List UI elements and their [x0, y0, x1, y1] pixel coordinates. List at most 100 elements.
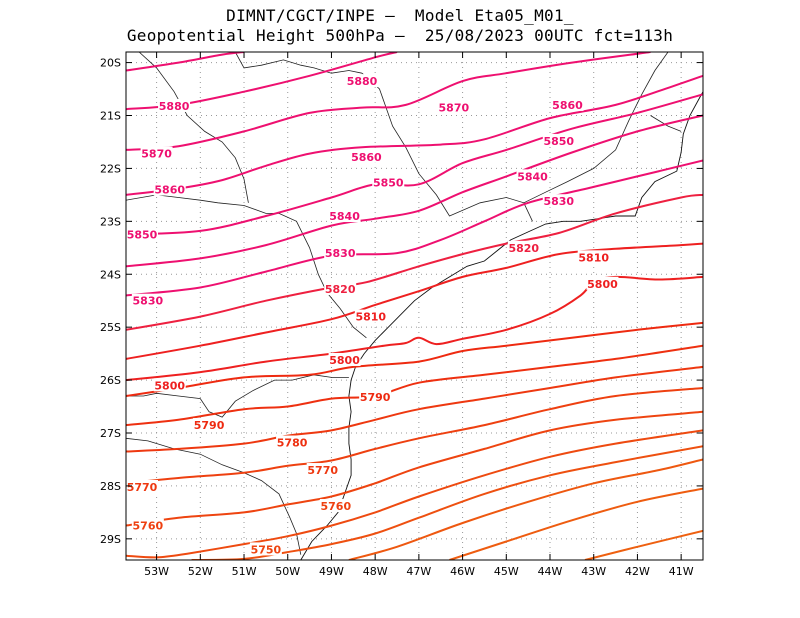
plot-background — [126, 52, 703, 560]
contour-label: 5810 — [578, 251, 609, 264]
contour-label-bg — [193, 418, 226, 432]
contour-label-bg — [354, 309, 387, 323]
contour-label-bg — [586, 276, 619, 290]
contour-label: 5830 — [325, 247, 356, 260]
contour-label: 5820 — [508, 242, 539, 255]
contour-label: 5850 — [543, 135, 574, 148]
lat-tick-label: 28S — [100, 480, 121, 493]
contour-5860 — [126, 74, 703, 196]
lon-tick-label: 49W — [319, 565, 344, 578]
contour-5720 — [348, 458, 703, 560]
lon-tick-label: 42W — [625, 565, 650, 578]
lon-tick-label: 52W — [188, 565, 213, 578]
lon-tick-label: 46W — [450, 565, 475, 578]
lon-tick-label: 47W — [406, 565, 431, 578]
lon-tick-label: 51W — [232, 565, 257, 578]
lat-tick-label: 22S — [100, 162, 121, 175]
contour-label: 5760 — [321, 500, 352, 513]
contour-5700 — [584, 529, 703, 560]
contour-label-bg — [126, 479, 158, 493]
contour-5830 — [126, 159, 703, 297]
contour-label: 5800 — [587, 278, 618, 291]
contour-label-bg — [542, 133, 575, 147]
contour-label-bg — [153, 378, 186, 392]
contour-5850 — [126, 93, 703, 236]
contour-label: 5860 — [351, 151, 382, 164]
contour-5740 — [126, 429, 703, 559]
contour-label: 5790 — [194, 419, 225, 432]
contour-label-bg — [346, 74, 379, 88]
contour-label: 5880 — [159, 100, 190, 113]
contour-label-bg — [359, 390, 392, 404]
contour-5870 — [126, 52, 651, 151]
contour-label-bg — [140, 146, 173, 160]
grid-lines — [126, 52, 703, 560]
contour-label: 5860 — [552, 99, 583, 112]
coastline-line — [300, 91, 703, 560]
contour-label-bg — [131, 518, 164, 532]
lat-tick-label: 26S — [100, 374, 121, 387]
contour-label: 5830 — [133, 295, 164, 308]
lon-tick-label: 44W — [538, 565, 563, 578]
contour-label: 5880 — [347, 75, 378, 88]
map-title-line1: DIMNT/CGCT/INPE – Model Eta05_M01_ — [226, 6, 574, 25]
contour-label: 5790 — [360, 391, 391, 404]
lon-tick-label: 50W — [275, 565, 300, 578]
contour-5840 — [126, 114, 703, 268]
contour-5770 — [126, 365, 703, 453]
contour-label-bg — [276, 435, 309, 449]
contour-label: 5840 — [517, 170, 548, 183]
lat-tick-label: 27S — [100, 427, 121, 440]
contour-5750 — [126, 410, 703, 527]
contour-label: 5840 — [329, 210, 360, 223]
contour-label-bg — [542, 194, 575, 208]
contour-label-bg — [328, 352, 361, 366]
contour-5710 — [449, 487, 703, 560]
contour-label: 5850 — [373, 177, 404, 190]
lon-tick-label: 43W — [581, 565, 606, 578]
lon-tick-label: 41W — [669, 565, 694, 578]
contour-5790 — [126, 321, 703, 397]
contour-label-bg — [328, 209, 361, 223]
lat-tick-label: 24S — [100, 268, 121, 281]
lat-tick-label: 23S — [100, 215, 121, 228]
contour-label: 5870 — [439, 102, 470, 115]
lat-tick-label: 20S — [100, 57, 121, 70]
lat-tick-label: 29S — [100, 533, 121, 546]
contour-label-bg — [507, 240, 540, 254]
contour-label: 5810 — [355, 311, 386, 324]
contour-labels: 5880 5880 5870 5870 5860 5860 5860 5850 5850 5850… — [126, 74, 619, 556]
contour-label-bg — [324, 282, 357, 296]
state-border — [361, 72, 533, 222]
lon-tick-label: 45W — [494, 565, 519, 578]
contour-label-bg — [350, 149, 383, 163]
contour-5760 — [126, 387, 703, 485]
contour-label-bg — [306, 463, 339, 477]
contour-label-bg — [249, 542, 282, 556]
contour-label: 5800 — [154, 379, 185, 392]
contour-label-bg — [516, 169, 549, 183]
contour-5890 — [126, 52, 245, 72]
contour-5810 — [126, 242, 703, 360]
state-border — [523, 52, 669, 204]
contour-5820 — [126, 193, 703, 331]
state-border — [650, 115, 682, 132]
plot-frame — [125, 51, 704, 561]
lon-tick-label: 48W — [363, 565, 388, 578]
contour-label: 5770 — [127, 481, 158, 494]
lat-tick-label: 21S — [100, 110, 121, 123]
coastline — [300, 91, 703, 560]
contour-label: 5830 — [543, 195, 574, 208]
contour-label-bg — [324, 246, 357, 260]
contour-label: 5780 — [277, 437, 308, 450]
contour-label: 5770 — [307, 464, 338, 477]
contour-label: 5870 — [141, 148, 172, 161]
contour-label-bg — [437, 100, 470, 114]
map-title-line2: Geopotential Height 500hPa – 25/08/2023 … — [126, 26, 674, 45]
contour-label-bg — [551, 97, 584, 111]
contour-label-bg — [372, 175, 405, 189]
contour-label-bg — [158, 98, 191, 112]
lat-tick-label: 25S — [100, 321, 121, 334]
contour-label-bg — [577, 250, 610, 264]
